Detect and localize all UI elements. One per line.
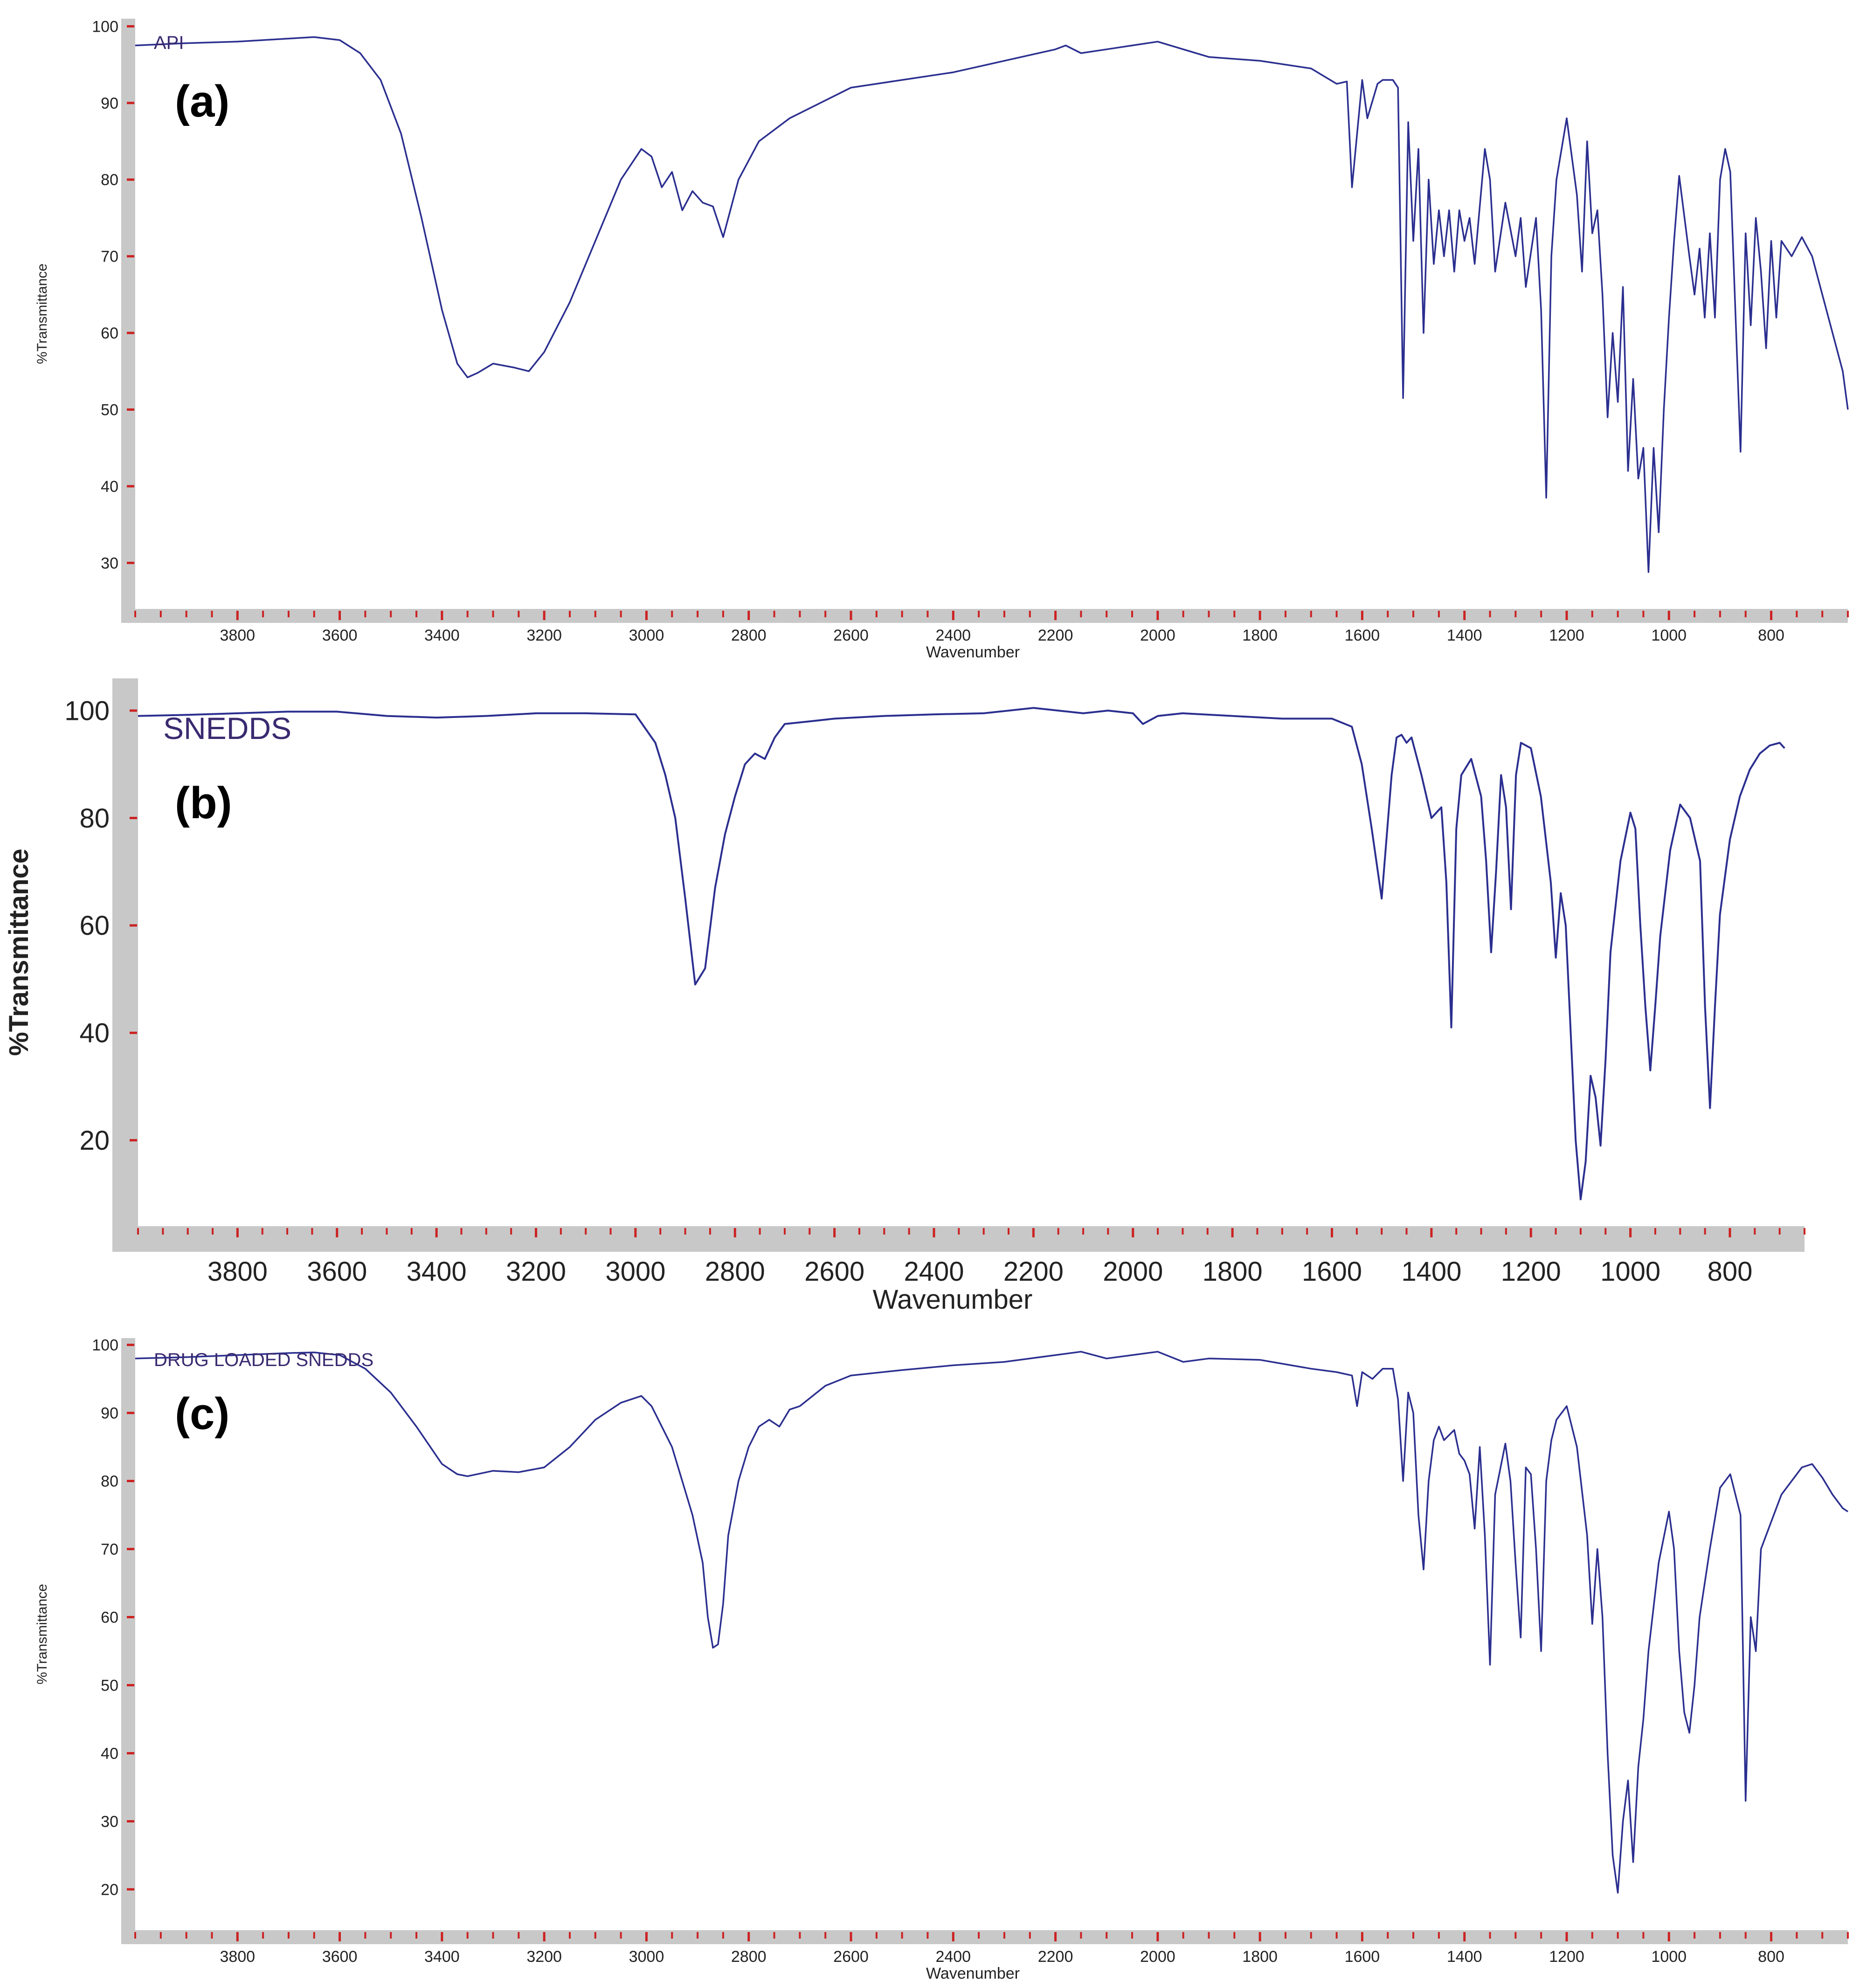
- x-tick-label: 1800: [1203, 1256, 1263, 1287]
- x-tick-label: 1400: [1401, 1256, 1461, 1287]
- y-tick-label: 70: [101, 248, 118, 266]
- x-tick-label: 800: [1708, 1256, 1753, 1287]
- chart-panel-a: 30 40 50 60 70 80 90 100 3800 3600 3400 3200 3000 280…: [0, 0, 1860, 667]
- chart-c: 20 30 40 50 60 70 80 90 100 3800 3600 3400 3200 3000 2…: [35, 1336, 1849, 1982]
- x-tick-label: 2200: [1038, 1948, 1073, 1966]
- y-tick-label: 100: [64, 696, 110, 726]
- y-tick-label: 20: [79, 1125, 110, 1156]
- x-tick-label: 1800: [1242, 627, 1278, 644]
- x-tick-label: 3400: [424, 1948, 460, 1966]
- chart-panel-b: 20 40 60 80 100 3800 3600 3400 3200 3000 2800 2600 2…: [0, 667, 1860, 1329]
- y-tick-label: 60: [79, 911, 110, 941]
- y-tick-label: 80: [101, 1472, 118, 1490]
- y-tick-label: 60: [101, 1608, 118, 1626]
- y-tick-label: 30: [101, 1813, 118, 1830]
- y-tick-label: 30: [101, 554, 118, 572]
- y-axis-title: %Transmittance: [4, 849, 34, 1056]
- y-tick-label: 50: [101, 1677, 118, 1694]
- series-label: API: [154, 33, 184, 53]
- spectrum-line: [135, 1351, 1848, 1894]
- x-axis-band: [121, 609, 1848, 623]
- x-tick-label: 1000: [1651, 1948, 1687, 1966]
- chart-b: 20 40 60 80 100 3800 3600 3400 3200 3000 2800 2600 2…: [4, 678, 1805, 1315]
- x-tick-label: 3200: [506, 1256, 566, 1287]
- x-tick-label: 1400: [1447, 627, 1482, 644]
- y-tick-label: 40: [101, 1745, 118, 1762]
- y-axis-title: %Transmittance: [35, 1584, 50, 1684]
- x-tick-label: 1000: [1651, 627, 1687, 644]
- y-axis-title: %Transmittance: [35, 263, 50, 364]
- x-tick-label: 2400: [904, 1256, 964, 1287]
- y-tick-label: 40: [101, 478, 118, 496]
- x-tick-label: 1600: [1302, 1256, 1362, 1287]
- x-tick-label: 2000: [1140, 1948, 1175, 1966]
- x-tick-label: 2600: [833, 1948, 869, 1966]
- x-tick-label: 3000: [629, 1948, 664, 1966]
- x-tick-label: 2600: [833, 627, 869, 644]
- x-tick-label: 3400: [424, 627, 460, 644]
- x-tick-label: 2400: [935, 627, 971, 644]
- x-tick-label: 2000: [1103, 1256, 1163, 1287]
- x-tick-label: 1000: [1600, 1256, 1660, 1287]
- panel-letter: (c): [175, 1389, 229, 1439]
- x-tick-label: 1800: [1242, 1948, 1278, 1966]
- y-tick-label: 80: [101, 171, 118, 189]
- x-tick-label: 3800: [207, 1256, 268, 1287]
- x-tick-label: 2400: [935, 1948, 971, 1966]
- x-axis-title: Wavenumber: [926, 643, 1020, 661]
- y-tick-label: 40: [79, 1018, 110, 1049]
- x-tick-label: 3200: [526, 1948, 562, 1966]
- x-tick-label: 3200: [526, 627, 562, 644]
- x-tick-label: 2000: [1140, 627, 1175, 644]
- x-tick-label: 2800: [731, 1948, 767, 1966]
- y-tick-label: 90: [101, 1404, 118, 1422]
- x-tick-label: 800: [1758, 627, 1784, 644]
- y-tick-label: 60: [101, 324, 118, 342]
- x-tick-label: 800: [1758, 1948, 1784, 1966]
- spectrum-line: [135, 36, 1849, 573]
- x-axis-title: Wavenumber: [873, 1284, 1033, 1315]
- x-tick-label: 3800: [220, 1948, 255, 1966]
- y-tick-label: 100: [92, 1336, 118, 1354]
- x-axis-band: [121, 1930, 1848, 1944]
- y-tick-label: 50: [101, 401, 118, 419]
- series-label: SNEDDS: [163, 711, 291, 746]
- y-tick-label: 20: [101, 1881, 118, 1898]
- x-tick-label: 2600: [804, 1256, 864, 1287]
- chart-a: 30 40 50 60 70 80 90 100 3800 3600 3400 3200 3000 280…: [35, 18, 1849, 661]
- x-tick-label: 1200: [1549, 1948, 1584, 1966]
- chart-panel-c: 20 30 40 50 60 70 80 90 100 3800 3600 3400 3200 3000 2…: [0, 1329, 1860, 1988]
- x-tick-label: 1600: [1345, 627, 1380, 644]
- spectrum-line: [138, 707, 1785, 1201]
- y-tick-label: 80: [79, 803, 110, 834]
- x-tick-label: 3000: [629, 627, 664, 644]
- x-tick-label: 1400: [1447, 1948, 1482, 1966]
- x-tick-label: 3800: [220, 627, 255, 644]
- y-axis-band: [121, 1338, 135, 1944]
- x-tick-label: 2200: [1038, 627, 1073, 644]
- x-tick-label: 2800: [731, 627, 767, 644]
- x-tick-label: 3600: [322, 1948, 358, 1966]
- panel-letter: (b): [175, 778, 232, 828]
- x-tick-label: 3600: [307, 1256, 367, 1287]
- x-tick-label: 1600: [1345, 1948, 1380, 1966]
- y-tick-label: 70: [101, 1540, 118, 1558]
- x-tick-label: 1200: [1549, 627, 1584, 644]
- x-tick-label: 1200: [1501, 1256, 1561, 1287]
- series-label: DRUG LOADED SNEDDS: [154, 1350, 373, 1370]
- x-tick-label: 3000: [605, 1256, 665, 1287]
- y-tick-label: 90: [101, 95, 118, 112]
- y-tick-label: 100: [92, 18, 118, 35]
- y-axis-band: [121, 19, 135, 623]
- x-tick-label: 2800: [705, 1256, 765, 1287]
- x-tick-label: 3400: [407, 1256, 467, 1287]
- x-tick-label: 2200: [1003, 1256, 1064, 1287]
- x-axis-title: Wavenumber: [926, 1965, 1020, 1982]
- x-tick-label: 3600: [322, 627, 358, 644]
- panel-letter: (a): [175, 76, 229, 126]
- y-axis-band: [112, 678, 138, 1252]
